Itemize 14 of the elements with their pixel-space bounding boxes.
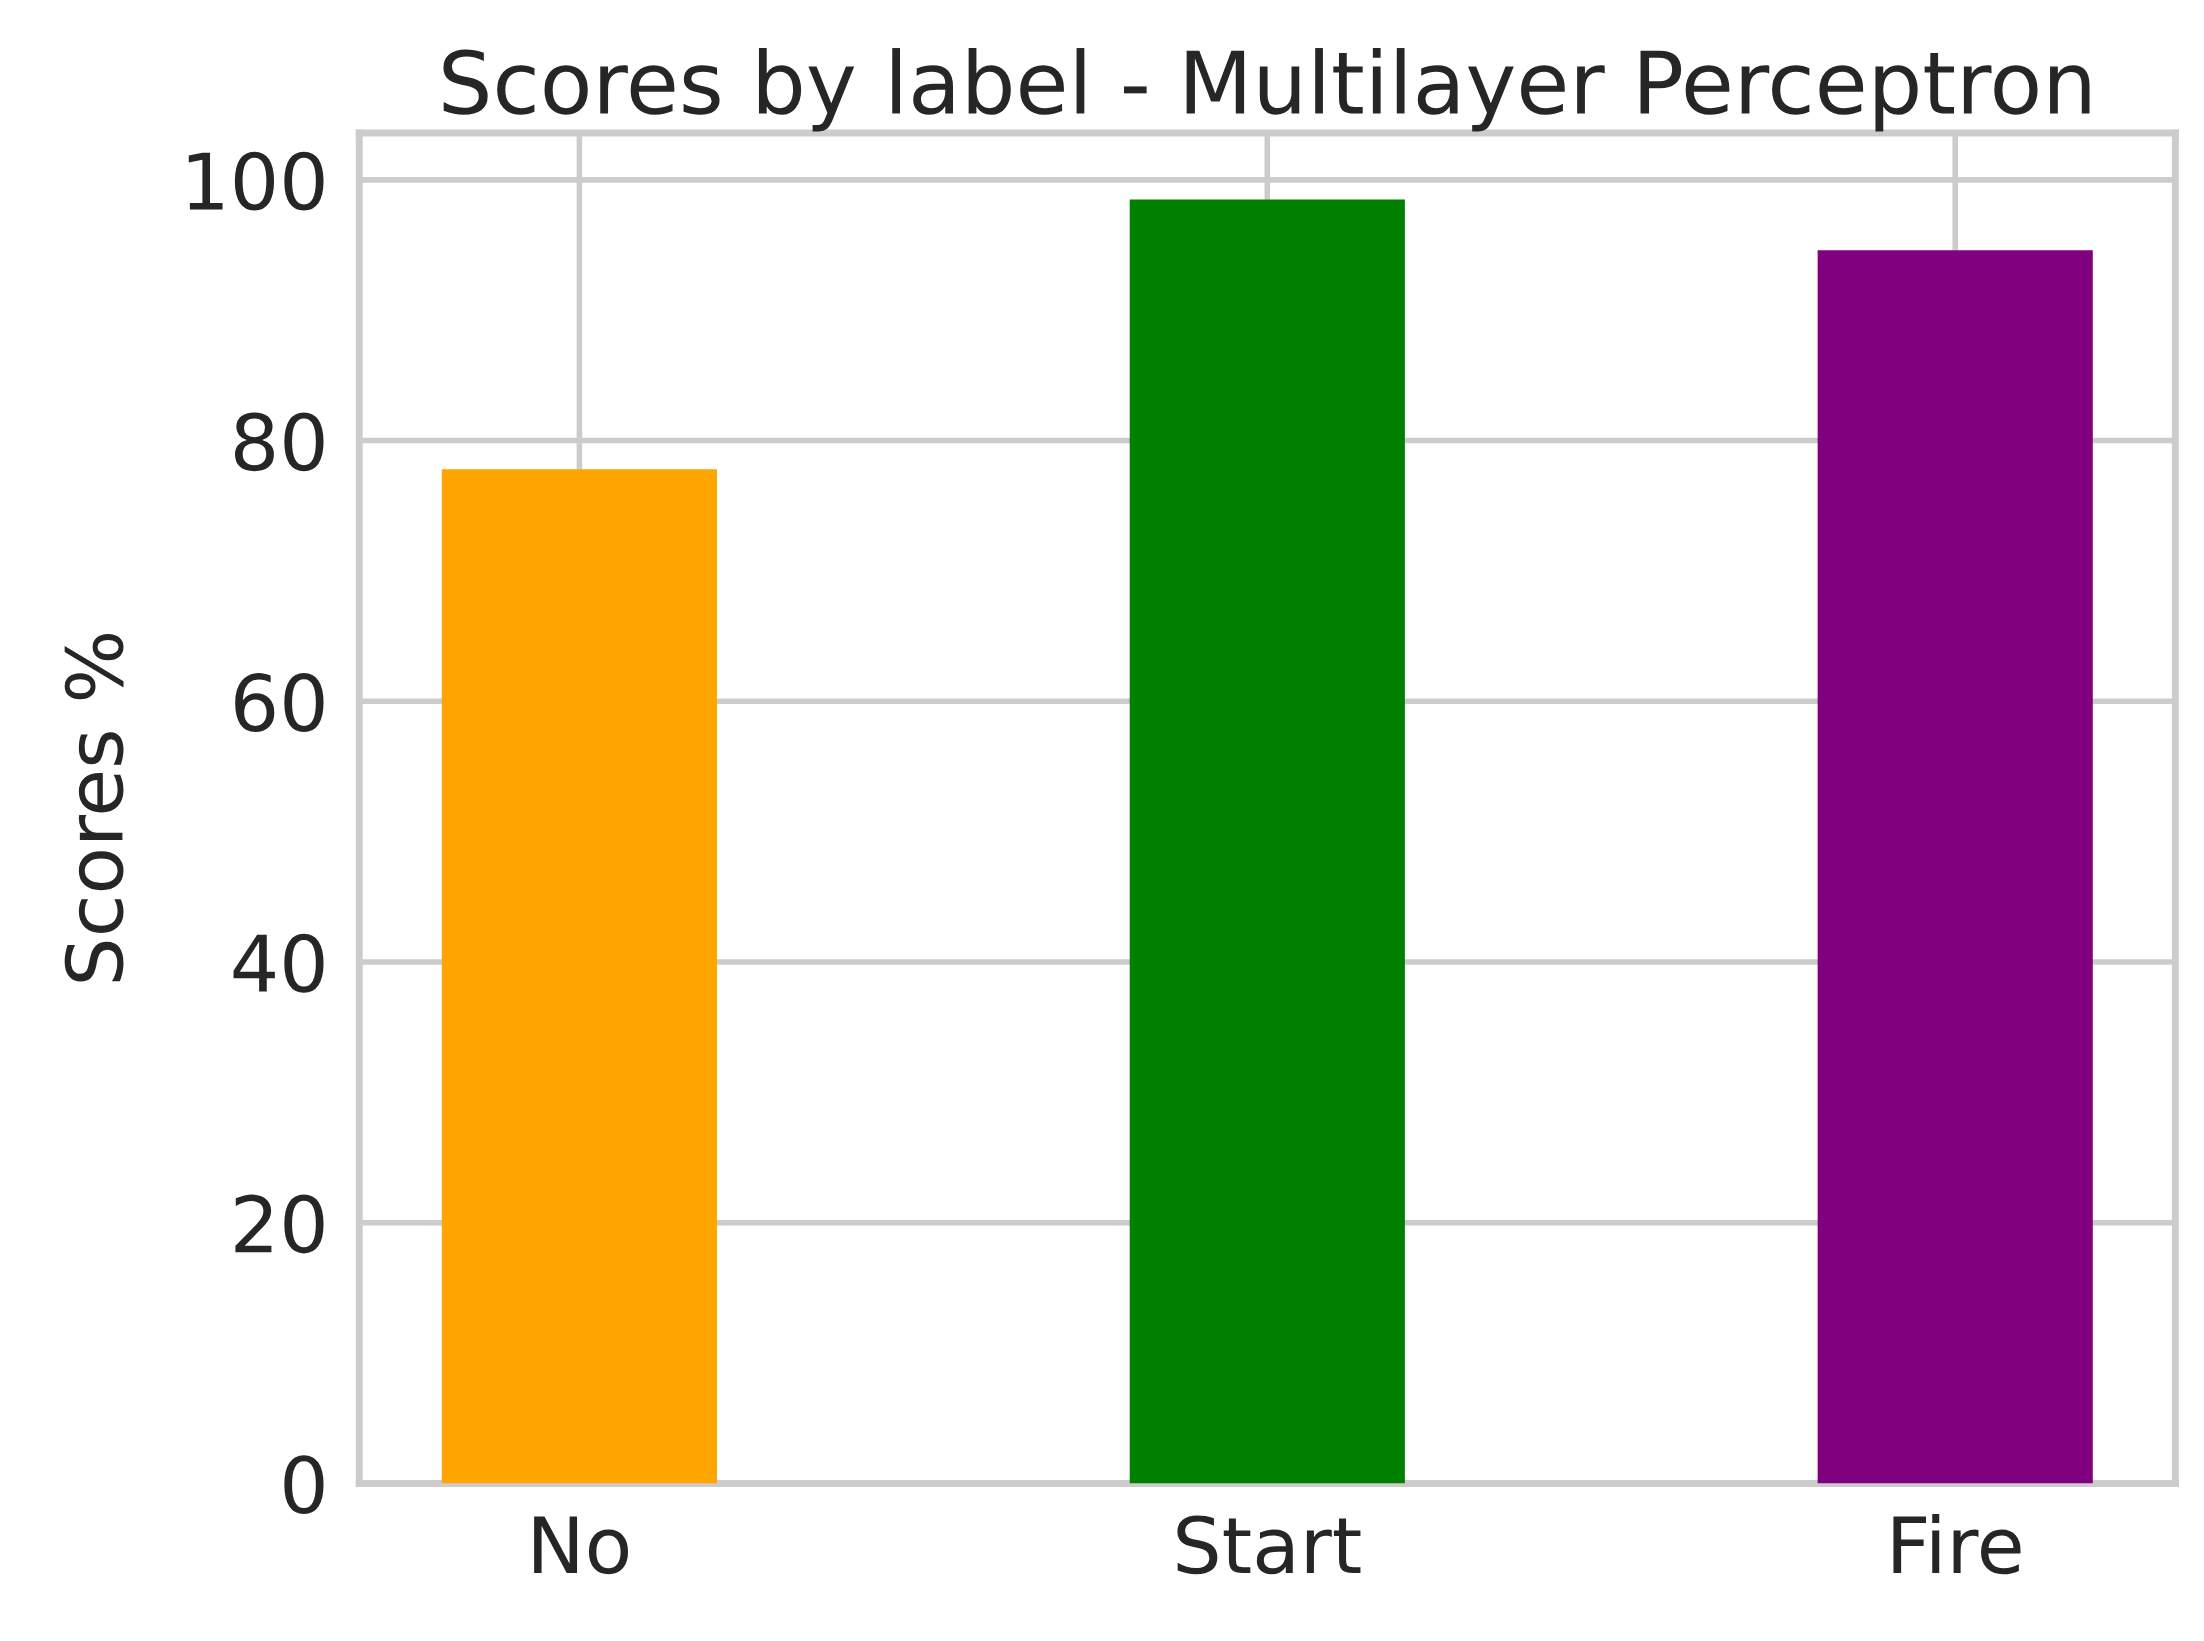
y-axis-title: Scores % <box>64 634 124 982</box>
chart-title: Scores by label - Multilayer Perceptron <box>443 48 2090 132</box>
x-tick-label: Fire <box>1893 1514 2021 1575</box>
x-tick-label: No <box>534 1516 629 1575</box>
y-tick-label: 60 <box>235 673 324 732</box>
bar <box>1129 199 1405 1484</box>
y-tick-label: 80 <box>235 412 324 472</box>
y-tick-label: 100 <box>188 151 324 211</box>
bar <box>1817 250 2093 1484</box>
y-tick-label: 40 <box>233 933 324 993</box>
y-tick-label: 20 <box>235 1194 324 1254</box>
y-tick-label: 0 <box>284 1455 324 1515</box>
x-tick-label: Start <box>1177 1515 1361 1575</box>
bar <box>441 469 717 1484</box>
